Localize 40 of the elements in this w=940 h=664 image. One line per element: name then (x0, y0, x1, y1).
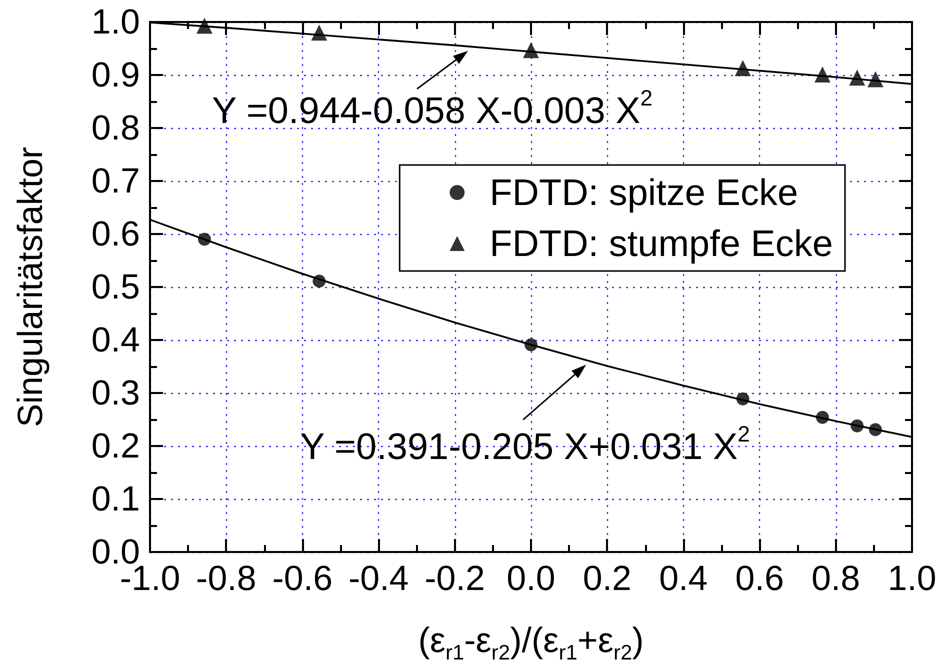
point (523, 42, 539, 58)
x-tick-label: -0.6 (272, 559, 333, 598)
point (198, 232, 211, 246)
x-tick-label: 0.4 (659, 559, 708, 598)
point (311, 24, 328, 41)
point (734, 60, 751, 76)
y-tick-label: 0.3 (91, 374, 140, 412)
annotation: Y =0.944-0.058 X-0.003 X$^{2}$ (212, 86, 653, 132)
y-tick-label: 0.2 (91, 426, 140, 466)
legend-label: FDTD: spitze Ecke (490, 172, 798, 213)
y-axis-title: Singularitätsfaktor (11, 146, 50, 428)
x-tick-label: -0.8 (196, 559, 256, 598)
x-tick-label: 0.8 (811, 559, 860, 598)
point (850, 419, 864, 432)
x-tick-label: 0.0 (506, 559, 556, 598)
text: (ε$_{r1}$-ε$_{r2}$)/(ε$_{r1}$+ε$_{r2}$) (418, 621, 644, 664)
x-tick-label: 0.2 (582, 559, 632, 598)
x-tick-label: 1.0 (888, 559, 936, 598)
point (867, 71, 884, 88)
x-tick-label: 0.6 (735, 559, 784, 598)
legend-label: FDTD: stumpfe Ecke (490, 223, 834, 264)
point (736, 392, 750, 406)
y-tick-label: 0.7 (91, 162, 140, 200)
y-tick-label: 0.8 (91, 108, 140, 148)
point (524, 338, 538, 352)
y-tick-label: 1.0 (91, 2, 140, 42)
y-tick-label: 0.5 (91, 268, 140, 306)
x-tick-label: -0.2 (424, 559, 485, 598)
y-tick-label: 0.9 (91, 56, 140, 94)
y-tick-label: 0.4 (91, 320, 140, 360)
point (312, 274, 326, 288)
annotation: Y =0.391-0.205 X+0.031 X$^{2}$ (300, 421, 750, 468)
point (868, 423, 882, 436)
x-tick-label: -0.4 (348, 559, 409, 598)
point (849, 70, 866, 86)
point (816, 410, 829, 424)
point (196, 18, 212, 34)
point (814, 66, 830, 82)
y-tick-label: 0.1 (91, 480, 140, 518)
y-tick-label: 0.6 (91, 214, 140, 254)
